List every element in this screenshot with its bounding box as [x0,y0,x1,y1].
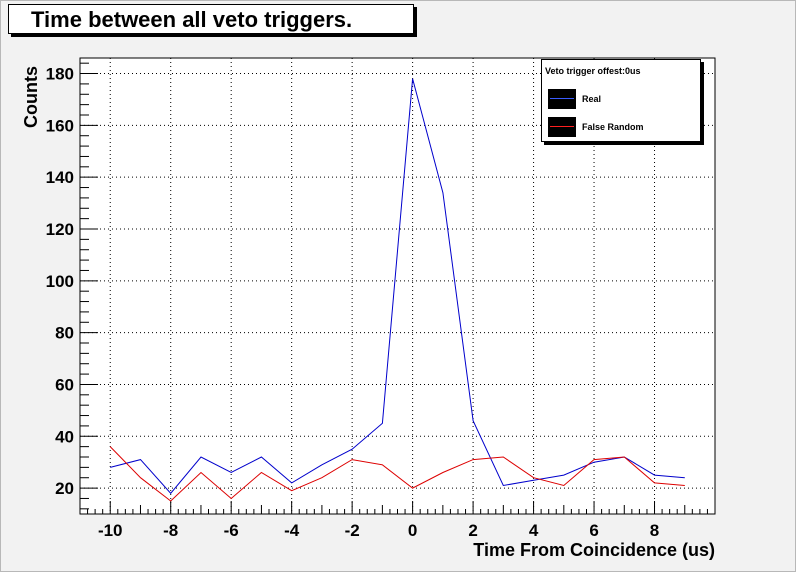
x-tick-label: -6 [224,521,239,540]
x-tick-label: 6 [589,521,598,540]
grid-lines [80,58,715,514]
legend-line-real [550,98,574,99]
y-tick-label: 20 [55,479,74,498]
legend-label-real: Real [582,94,602,104]
legend: Veto trigger offest:0us Real False Rando… [541,59,701,142]
legend-line-false-random [550,126,574,127]
x-tick-label: -4 [284,521,300,540]
legend-entry-false-random: False Random [548,117,698,137]
legend-entry-real: Real [548,89,698,109]
chart-title: Time between all veto triggers. [8,4,414,34]
x-axis-title: Time From Coincidence (us) [473,540,715,560]
legend-swatch-false-random [548,117,576,137]
legend-label-false-random: False Random [582,122,644,132]
x-tick-label: 8 [650,521,659,540]
legend-swatch-real [548,89,576,109]
y-axis-title: Counts [21,66,41,128]
x-tick-labels: -10 -8 -6 -4 -2 0 2 4 6 8 [98,521,659,540]
y-tick-label: 40 [55,427,74,446]
x-tick-label: 4 [529,521,539,540]
x-tick-label: -10 [98,521,123,540]
x-tick-label: -8 [163,521,178,540]
y-tick-label: 120 [46,220,74,239]
y-tick-label: 160 [46,116,74,135]
series-line-false-random [109,446,685,502]
y-tick-label: 140 [46,168,74,187]
y-tick-label: 100 [46,272,74,291]
y-tick-label: 80 [55,324,74,343]
y-tick-label: 60 [55,375,74,394]
axis-ticks [79,62,716,514]
series-lines [109,78,685,502]
legend-header: Veto trigger offest:0us [545,66,641,76]
x-tick-label: 0 [408,521,417,540]
y-tick-label: 180 [46,65,74,84]
x-tick-label: -2 [345,521,360,540]
x-tick-label: 2 [468,521,477,540]
y-tick-labels: 20 40 60 80 100 120 140 160 180 [46,65,74,499]
